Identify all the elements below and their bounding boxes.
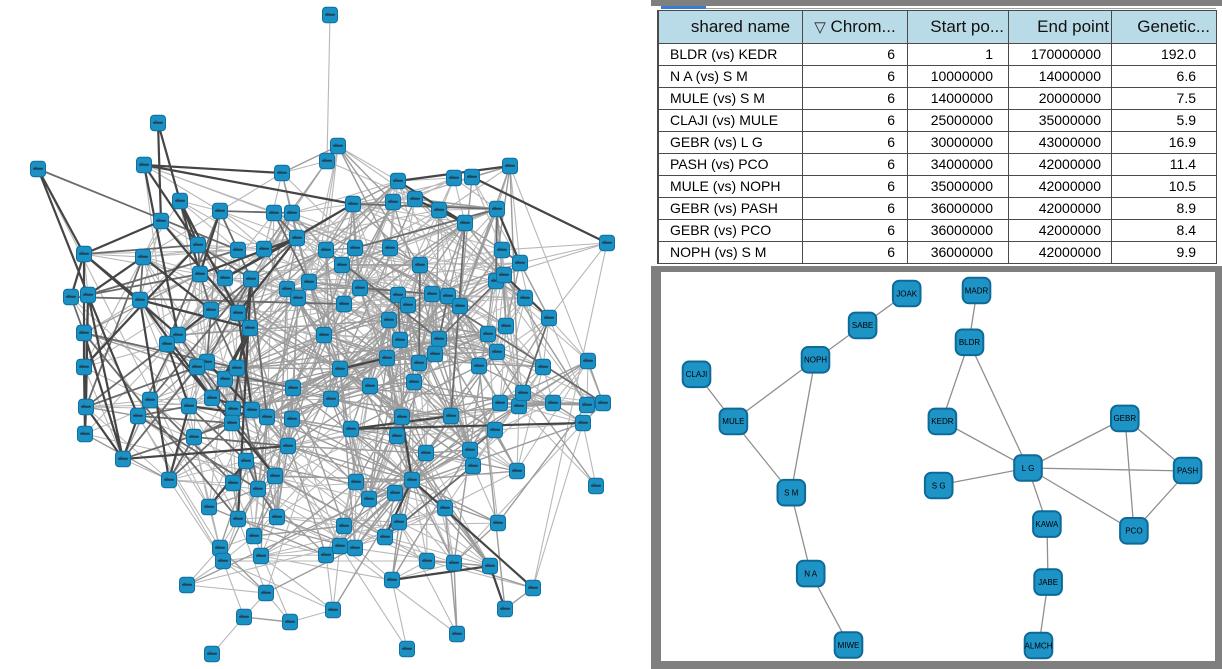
svg-text:N A: N A xyxy=(804,569,818,578)
svg-text:SABE: SABE xyxy=(852,321,873,330)
svg-text:GEBR: GEBR xyxy=(1113,414,1136,423)
svg-text:MADR: MADR xyxy=(965,286,989,295)
svg-text:NOPH: NOPH xyxy=(804,356,827,365)
svg-text:L G: L G xyxy=(1022,464,1035,473)
svg-text:KAWA: KAWA xyxy=(1035,520,1059,529)
svg-text:BLDR: BLDR xyxy=(959,338,981,347)
svg-text:KEDR: KEDR xyxy=(931,417,953,426)
svg-text:JOAK: JOAK xyxy=(896,289,918,298)
svg-text:ALMCH: ALMCH xyxy=(1024,641,1052,650)
svg-text:CLAJI: CLAJI xyxy=(686,370,708,379)
svg-text:JABE: JABE xyxy=(1038,578,1058,587)
svg-text:MULE: MULE xyxy=(722,417,744,426)
svg-text:MIWE: MIWE xyxy=(838,641,860,650)
svg-text:S M: S M xyxy=(784,489,799,498)
svg-text:PASH: PASH xyxy=(1177,466,1198,475)
svg-text:S G: S G xyxy=(932,481,946,490)
svg-text:PCO: PCO xyxy=(1125,527,1142,536)
